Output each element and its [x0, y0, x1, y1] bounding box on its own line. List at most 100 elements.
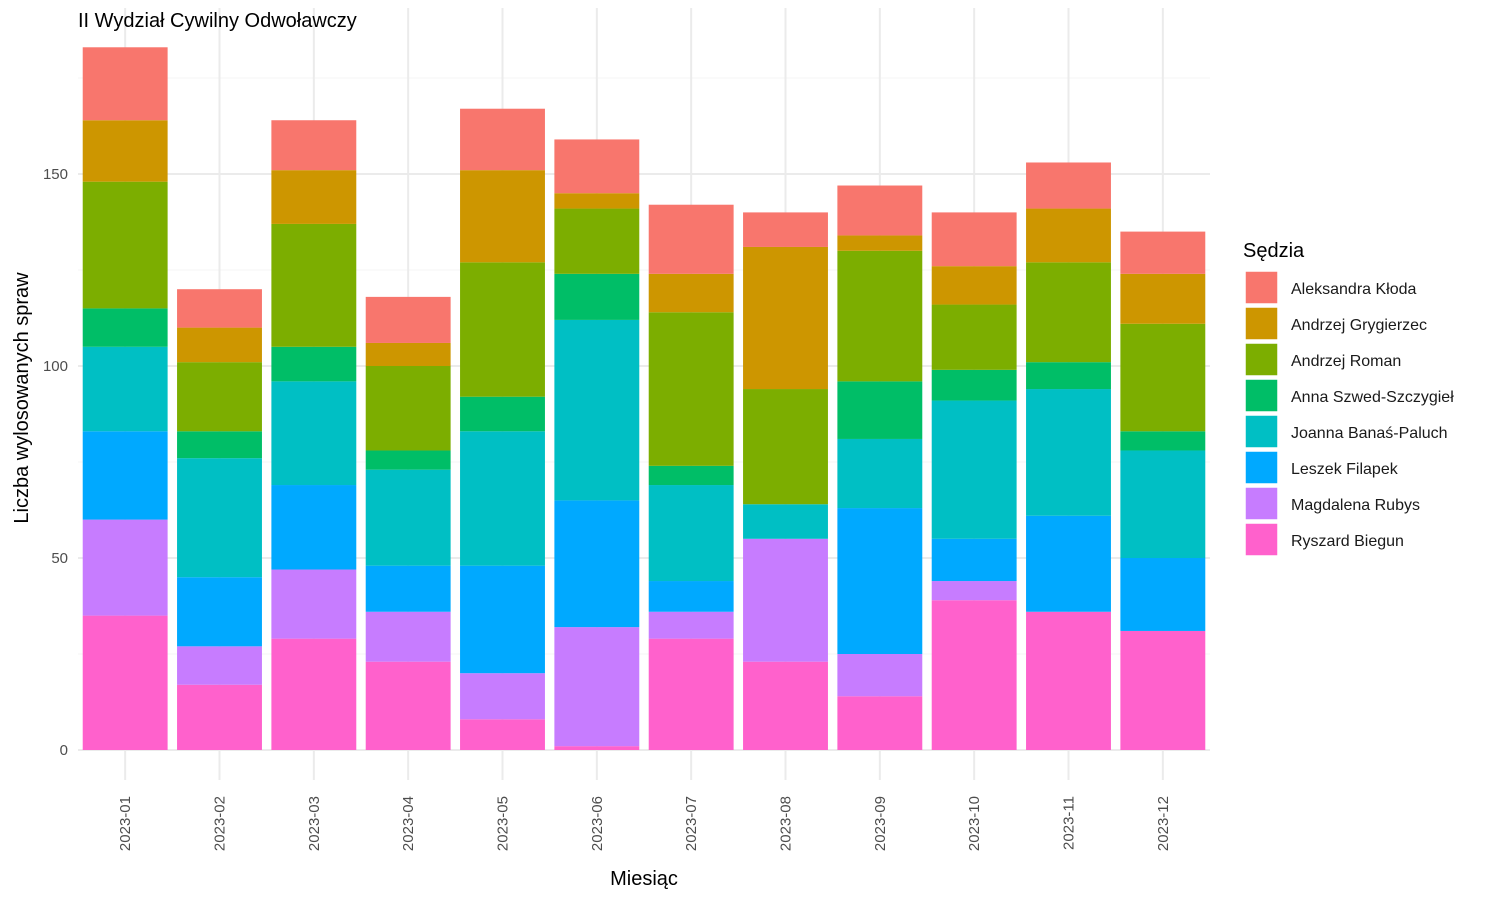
bar-segment	[648, 465, 734, 486]
bar-segment	[1120, 273, 1206, 324]
bar-segment	[271, 381, 357, 486]
legend-label: Andrzej Grygierzec	[1291, 317, 1427, 334]
bar-segment	[837, 654, 923, 697]
bar-segment	[460, 396, 545, 432]
bar-segment	[177, 577, 262, 647]
x-tick-label: 2023-10	[966, 796, 983, 851]
bar-segment	[365, 296, 451, 343]
bar-segment	[648, 204, 734, 274]
bar-segment	[271, 485, 357, 570]
legend-key	[1244, 486, 1279, 521]
y-axis-title: Liczba wylosowanych spraw	[11, 272, 33, 524]
x-axis-title: Miesiąc	[610, 868, 678, 890]
bar-segment	[743, 504, 828, 539]
legend-label: Magdalena Rubys	[1291, 497, 1420, 514]
x-tick-label: 2023-07	[683, 796, 700, 851]
legend-label: Anna Szwed-Szczygieł	[1291, 389, 1454, 406]
bar-segment	[82, 308, 168, 347]
bar-segment	[743, 389, 828, 505]
bar-stack-2023-03	[271, 120, 357, 750]
bar-stack-2023-11	[1026, 162, 1111, 750]
bar-segment	[177, 646, 262, 685]
legend-title: Sędzia	[1243, 240, 1305, 262]
bar-segment	[365, 661, 451, 750]
legend-key	[1244, 378, 1279, 413]
bar-segment	[82, 346, 168, 432]
bar-stack-2023-08	[743, 212, 828, 750]
bar-segment	[460, 108, 545, 171]
bar-stack-2023-12	[1120, 231, 1206, 750]
bar-segment	[1026, 362, 1111, 390]
bar-segment	[1026, 208, 1111, 263]
bar-segment	[82, 47, 168, 121]
bar-segment	[365, 450, 451, 470]
bar-segment	[931, 304, 1017, 370]
bar-segment	[554, 746, 640, 750]
bar-segment	[460, 673, 545, 720]
y-tick-label: 150	[43, 166, 68, 183]
x-tick-label: 2023-03	[306, 796, 323, 851]
chart-title: II Wydział Cywilny Odwoławczy	[78, 10, 357, 32]
legend-label: Andrzej Roman	[1291, 353, 1401, 370]
bar-stack-2023-09	[837, 185, 923, 750]
bar-segment	[271, 346, 357, 382]
bar-segment	[177, 458, 262, 578]
x-axis-ticks: 2023-01 2023-02 2023-03 2023-04 2023-05 2023-…	[117, 796, 1172, 851]
bar-stack-2023-07	[648, 204, 734, 750]
bar-segment	[743, 661, 828, 750]
bar-segment	[648, 312, 734, 466]
legend-label: Joanna Banaś-Paluch	[1291, 425, 1448, 442]
bar-segment	[271, 223, 357, 347]
x-tick-label: 2023-01	[117, 796, 134, 851]
bar-segment	[365, 342, 451, 366]
bar-segment	[648, 485, 734, 582]
bar-segment	[743, 538, 828, 662]
bar-segment	[837, 438, 923, 509]
legend-label: Aleksandra Kłoda	[1291, 281, 1417, 298]
bar-segment	[1026, 262, 1111, 363]
bar-segment	[365, 469, 451, 566]
bar-segment	[177, 327, 262, 363]
bar-segment	[554, 193, 640, 209]
bar-segment	[271, 638, 357, 750]
bar-segment	[931, 581, 1017, 601]
y-tick-label: 0	[60, 742, 68, 759]
x-tick-label: 2023-04	[400, 796, 417, 851]
legend-key	[1244, 450, 1279, 485]
bar-segment	[82, 519, 168, 616]
bar-segment	[177, 362, 262, 432]
legend-key	[1244, 522, 1279, 557]
bar-segment	[837, 185, 923, 236]
bar-segment	[554, 319, 640, 501]
bar-segment	[177, 431, 262, 459]
y-axis-ticks: 0 50 100 150	[43, 166, 68, 759]
bar-segment	[460, 262, 545, 397]
bar-segment	[1026, 389, 1111, 516]
bar-segment	[1120, 450, 1206, 558]
x-tick-label: 2023-02	[212, 796, 229, 851]
bar-segment	[554, 627, 640, 747]
legend-key	[1244, 342, 1279, 377]
bar-segment	[82, 615, 168, 750]
bar-segment	[365, 565, 451, 612]
bar-segment	[837, 381, 923, 439]
bar-segment	[837, 696, 923, 750]
y-tick-label: 50	[51, 550, 68, 567]
bar-segment	[931, 212, 1017, 267]
x-tick-label: 2023-05	[495, 796, 512, 851]
bar-stack-2023-05	[460, 108, 545, 750]
bar-segment	[271, 170, 357, 224]
bar-stack-2023-02	[177, 289, 262, 750]
bar-segment	[365, 611, 451, 662]
bar-segment	[931, 266, 1017, 305]
bar-segment	[648, 611, 734, 639]
legend-key	[1244, 414, 1279, 449]
bar-segment	[648, 273, 734, 313]
bar-segment	[460, 170, 545, 263]
bar-segment	[82, 431, 168, 520]
bar-segment	[931, 538, 1017, 582]
bar-segment	[931, 369, 1017, 401]
bar-segment	[554, 208, 640, 274]
legend-key	[1244, 270, 1279, 305]
